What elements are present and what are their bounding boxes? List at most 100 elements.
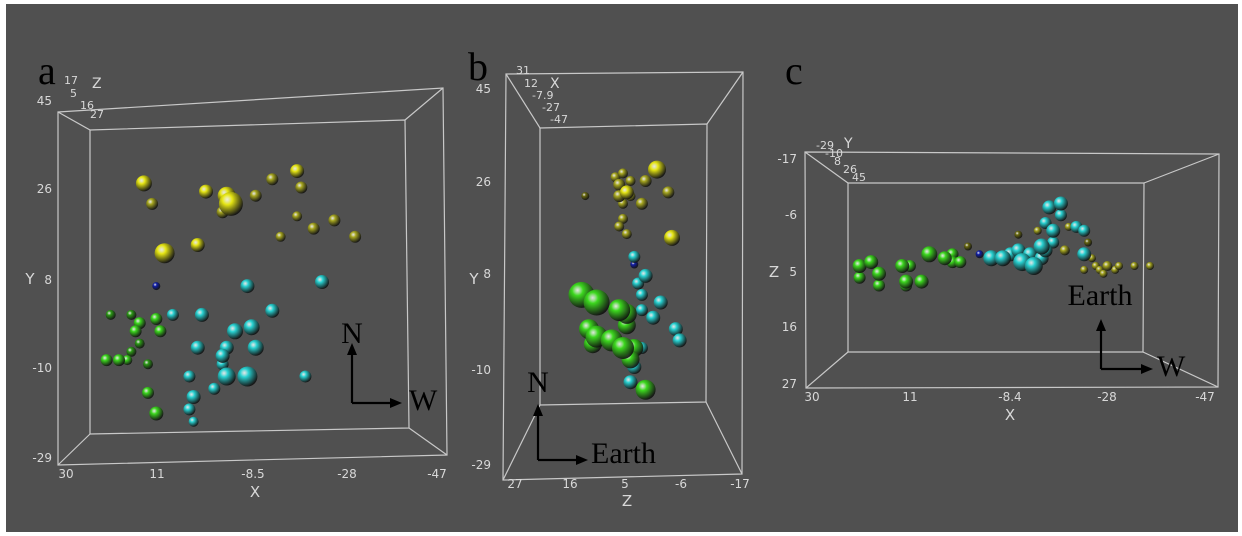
data-point-yellow <box>190 238 205 252</box>
data-point-olive <box>639 175 652 187</box>
x-tick-label: 11 <box>149 467 164 481</box>
z-tick-label: 45 <box>852 171 866 184</box>
y-tick-label: -29 <box>471 458 491 472</box>
y-tick-label: -29 <box>32 451 52 465</box>
data-point-olive <box>328 214 341 227</box>
y-tick-label: 5 <box>789 265 797 279</box>
data-point-cyan <box>1053 196 1068 211</box>
data-point-yellow <box>290 164 305 179</box>
y-tick-label: 27 <box>782 377 797 391</box>
data-point-olive <box>1099 269 1108 278</box>
x-tick-label: 5 <box>621 477 629 491</box>
data-point-green <box>154 325 167 338</box>
y-tick-label: 26 <box>476 175 491 189</box>
data-point-blue <box>975 250 984 259</box>
data-point-yellow <box>135 175 152 192</box>
data-point-cyan <box>1033 238 1050 255</box>
y-tick-label: 8 <box>483 267 491 281</box>
data-point-cyan <box>628 250 641 263</box>
data-point-olive <box>275 231 286 242</box>
box-edge <box>404 87 444 121</box>
panel-c-points <box>852 196 1154 292</box>
compass-arrow-head-right <box>390 398 402 408</box>
compass-up-label: Earth <box>1068 279 1133 312</box>
box-edge <box>706 71 744 125</box>
compass-right-label: W <box>1157 350 1186 383</box>
data-point-green <box>853 271 866 284</box>
z-tick-label: 12 <box>524 77 538 90</box>
data-point-cyan <box>188 416 199 427</box>
data-point-cyan <box>208 382 221 395</box>
data-point-cyan <box>227 323 243 340</box>
data-point-green <box>921 246 938 263</box>
panel-a-points <box>100 164 362 427</box>
data-point-olive <box>618 168 628 179</box>
z-tick-label: -29 <box>816 139 834 152</box>
data-point-olive <box>1130 262 1139 270</box>
compass-arrow-head-up <box>347 343 357 355</box>
z-tick-label: 26 <box>843 163 857 176</box>
x-tick-label: 30 <box>804 390 819 404</box>
compass-arrow-head-right <box>576 455 588 465</box>
y-tick-label: -10 <box>32 361 52 375</box>
data-point-green <box>149 406 164 421</box>
data-point-green <box>864 255 879 270</box>
data-point-green <box>100 354 113 367</box>
data-point-olive <box>625 176 636 186</box>
z-tick-label: 27 <box>90 108 104 121</box>
data-point-dark_green <box>143 359 153 370</box>
data-point-green <box>113 354 125 367</box>
data-point-cyan <box>672 333 687 348</box>
x-axis-label: Z <box>622 492 632 510</box>
panel-b-box <box>502 71 744 481</box>
x-tick-label: -6 <box>675 477 687 491</box>
data-point-green <box>954 256 967 269</box>
x-tick-label: -28 <box>337 467 357 481</box>
data-point-green <box>937 251 952 266</box>
data-point-cyan <box>215 348 230 363</box>
x-tick-label: -28 <box>1097 390 1117 404</box>
x-tick-label: -8.5 <box>241 467 264 481</box>
data-point-olive <box>1033 226 1042 235</box>
z-axis-label: Y <box>843 136 853 152</box>
panel-a-label: a <box>38 48 56 93</box>
data-point-green <box>852 259 867 273</box>
z-tick-label: 31 <box>516 64 530 77</box>
box-edge <box>57 433 91 466</box>
panel-a-box <box>57 87 448 466</box>
data-point-dark_green <box>105 309 116 320</box>
data-point-dark_olive <box>1014 230 1023 239</box>
data-point-cyan <box>166 308 179 321</box>
data-point-dark_green <box>134 338 145 349</box>
data-point-cyan <box>1078 224 1091 237</box>
data-point-green <box>899 274 914 289</box>
z-tick-label: -7.9 <box>532 89 553 102</box>
compass-arrow-head-up <box>1096 319 1106 331</box>
y-tick-label: 45 <box>37 94 52 108</box>
data-point-green <box>122 355 133 366</box>
y-axis-label: Z <box>769 263 779 281</box>
y-axis-label: Y <box>24 270 35 288</box>
data-point-dark_green <box>126 346 137 357</box>
data-point-cyan <box>186 390 201 404</box>
data-point-green <box>873 279 885 292</box>
x-tick-label: 27 <box>507 477 522 491</box>
x-tick-label: -17 <box>730 477 750 491</box>
data-point-blue <box>152 282 161 291</box>
x-tick-label: -8.4 <box>998 390 1021 404</box>
data-point-cyan <box>994 250 1011 267</box>
data-point-cyan <box>1077 247 1092 262</box>
data-point-yellow <box>664 229 680 246</box>
data-point-green <box>129 325 142 338</box>
data-point-olive <box>635 197 648 210</box>
y-tick-label: 26 <box>37 182 52 196</box>
data-point-cyan <box>247 339 264 356</box>
data-point-olive <box>621 229 632 240</box>
x-axis-label: X <box>1005 406 1015 424</box>
box-edge <box>502 404 541 481</box>
